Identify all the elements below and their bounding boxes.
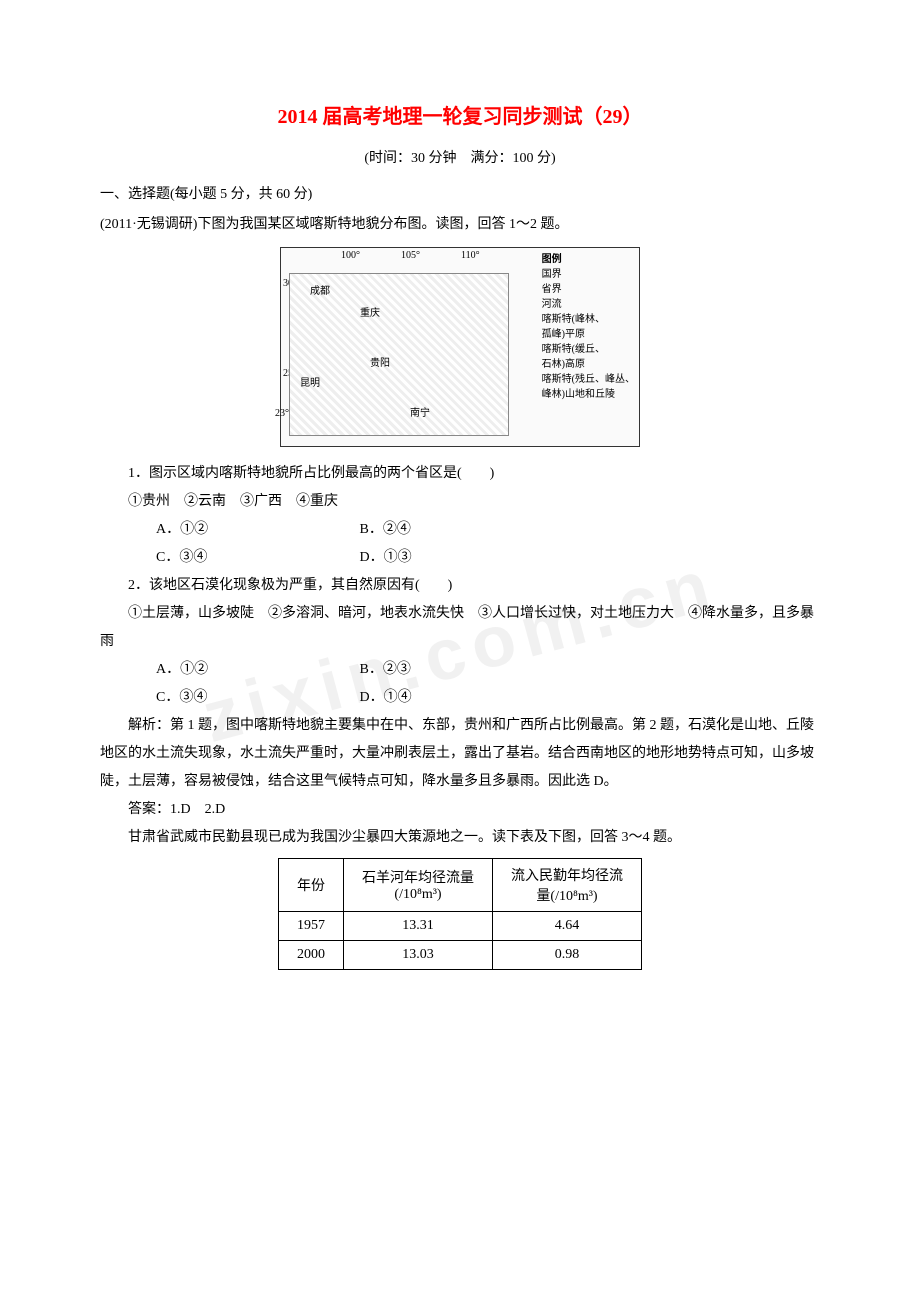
q1-choices: ①贵州 ②云南 ③广西 ④重庆 bbox=[100, 488, 820, 516]
city-nanning: 南宁 bbox=[410, 404, 430, 419]
map-legend: 图例 国界 省界 河流 喀斯特(峰林、 孤峰)平原 喀斯特(缓丘、 石林)高原 … bbox=[542, 252, 635, 402]
legend-item-border: 国界 bbox=[542, 267, 635, 282]
q1-optC: C．③④ bbox=[128, 544, 328, 572]
explanation-1: 解析：第 1 题，图中喀斯特地貌主要集中在中、东部，贵州和广西所占比例最高。第 … bbox=[100, 712, 820, 796]
q2-optB: B．②③ bbox=[332, 656, 411, 684]
legend-item-province: 省界 bbox=[542, 282, 635, 297]
q1-optD: D．①③ bbox=[332, 544, 412, 572]
cell-c3-1957: 4.64 bbox=[493, 912, 642, 941]
legend-item-karst1: 喀斯特(峰林、 孤峰)平原 bbox=[542, 312, 635, 342]
q2-row-cd: C．③④ D．①④ bbox=[100, 684, 820, 712]
city-chengdu: 成都 bbox=[310, 282, 330, 297]
q1-optA: A．①② bbox=[128, 516, 328, 544]
runoff-table: 年份 石羊河年均径流量 (/10⁸m³) 流入民勤年均径流 量(/10⁸m³) … bbox=[278, 858, 642, 970]
map-body: 成都 重庆 昆明 贵阳 南宁 bbox=[289, 273, 509, 436]
q2-row-ab: A．①② B．②③ bbox=[100, 656, 820, 684]
q1-stem: 1．图示区域内喀斯特地貌所占比例最高的两个省区是( ) bbox=[100, 460, 820, 488]
city-chongqing: 重庆 bbox=[360, 304, 380, 319]
q2-optA: A．①② bbox=[128, 656, 328, 684]
th-year: 年份 bbox=[279, 859, 344, 912]
table-row: 2000 13.03 0.98 bbox=[279, 941, 642, 970]
q2-choices: ①土层薄，山多坡陡 ②多溶洞、暗河，地表水流失快 ③人口增长过快，对土地压力大 … bbox=[100, 600, 820, 656]
city-guiyang: 贵阳 bbox=[370, 354, 390, 369]
cell-year-1957: 1957 bbox=[279, 912, 344, 941]
intro-q1q2: (2011·无锡调研)下图为我国某区域喀斯特地貌分布图。读图，回答 1～2 题。 bbox=[100, 211, 820, 239]
th-col2-l1: 石羊河年均径流量 bbox=[362, 867, 474, 887]
th-col3: 流入民勤年均径流 量(/10⁸m³) bbox=[493, 859, 642, 912]
cell-c2-2000: 13.03 bbox=[344, 941, 493, 970]
cell-c3-2000: 0.98 bbox=[493, 941, 642, 970]
intro-q3q4: 甘肃省武威市民勤县现已成为我国沙尘暴四大策源地之一。读下表及下图，回答 3～4 … bbox=[100, 824, 820, 852]
map-lon-100: 100° bbox=[341, 250, 360, 261]
q1-optB: B．②④ bbox=[332, 516, 411, 544]
q2-stem: 2．该地区石漠化现象极为严重，其自然原因有( ) bbox=[100, 572, 820, 600]
section-heading: 一、选择题(每小题 5 分，共 60 分) bbox=[100, 181, 820, 209]
page-content: 2014 届高考地理一轮复习同步测试（29） (时间：30 分钟 满分：100 … bbox=[100, 100, 820, 970]
city-kunming: 昆明 bbox=[300, 374, 320, 389]
th-col3-l2: 量(/10⁸m³) bbox=[511, 885, 623, 905]
page-title: 2014 届高考地理一轮复习同步测试（29） bbox=[100, 100, 820, 129]
q2-optD: D．①④ bbox=[332, 684, 412, 712]
legend-item-karst3: 喀斯特(残丘、峰丛、 峰林)山地和丘陵 bbox=[542, 372, 635, 402]
cell-c2-1957: 13.31 bbox=[344, 912, 493, 941]
th-col2-l2: (/10⁸m³) bbox=[362, 887, 474, 903]
map-figure: 100° 105° 110° 30° 25° 23°26′ 成都 重庆 昆明 贵… bbox=[100, 247, 820, 452]
table-row: 1957 13.31 4.64 bbox=[279, 912, 642, 941]
legend-title: 图例 bbox=[542, 252, 635, 267]
table-header-row: 年份 石羊河年均径流量 (/10⁸m³) 流入民勤年均径流 量(/10⁸m³) bbox=[279, 859, 642, 912]
answers-1: 答案：1.D 2.D bbox=[100, 796, 820, 824]
q1-row-cd: C．③④ D．①③ bbox=[100, 544, 820, 572]
q2-optC: C．③④ bbox=[128, 684, 328, 712]
legend-item-river: 河流 bbox=[542, 297, 635, 312]
legend-item-karst2: 喀斯特(缓丘、 石林)高原 bbox=[542, 342, 635, 372]
map-image: 100° 105° 110° 30° 25° 23°26′ 成都 重庆 昆明 贵… bbox=[280, 247, 640, 447]
map-lon-105: 105° bbox=[401, 250, 420, 261]
page-subtitle: (时间：30 分钟 满分：100 分) bbox=[100, 147, 820, 167]
cell-year-2000: 2000 bbox=[279, 941, 344, 970]
q1-row-ab: A．①② B．②④ bbox=[100, 516, 820, 544]
th-col2: 石羊河年均径流量 (/10⁸m³) bbox=[344, 859, 493, 912]
th-col3-l1: 流入民勤年均径流 bbox=[511, 865, 623, 885]
map-lon-110: 110° bbox=[461, 250, 480, 261]
